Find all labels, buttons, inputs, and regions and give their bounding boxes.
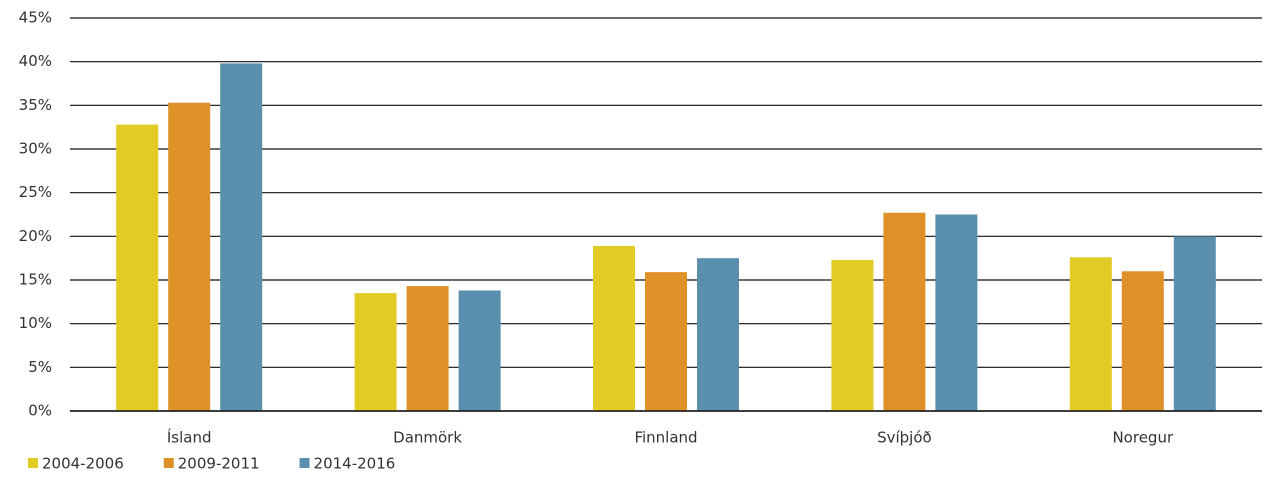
y-tick-label: 30% [19, 140, 52, 158]
x-tick-label: Finnland [634, 429, 697, 447]
y-tick-label: 15% [19, 271, 52, 289]
bar [1121, 271, 1164, 411]
y-tick-label: 20% [19, 227, 52, 245]
bar [831, 259, 874, 411]
y-tick-label: 40% [19, 52, 52, 70]
bar [116, 124, 159, 412]
legend-label: 2009-2011 [178, 455, 260, 473]
x-tick-label: Danmörk [393, 429, 462, 447]
legend-swatch [163, 458, 174, 468]
x-tick-label: Svíþjóð [877, 429, 932, 447]
bar [645, 272, 687, 411]
bar [354, 293, 397, 411]
bar [935, 214, 978, 411]
bar [168, 102, 211, 412]
y-tick-label: 5% [28, 358, 52, 376]
legend-label: 2014-2016 [314, 455, 396, 473]
bar [1069, 257, 1112, 411]
y-tick-label: 35% [19, 96, 52, 114]
y-tick-label: 10% [19, 314, 52, 332]
bar [1173, 236, 1216, 411]
y-tick-label: 25% [19, 183, 52, 201]
legend-label: 2004-2006 [42, 455, 124, 473]
bar [458, 290, 501, 411]
y-tick-label: 45% [19, 9, 52, 27]
bar [593, 245, 635, 411]
legend-swatch [28, 458, 38, 468]
bar [220, 63, 263, 412]
x-tick-label: Ísland [167, 428, 212, 447]
bar [406, 286, 449, 411]
y-tick-label: 0% [28, 402, 52, 420]
x-tick-label: Noregur [1112, 429, 1173, 447]
bar [883, 212, 926, 411]
legend-swatch [299, 458, 310, 468]
bar [697, 258, 739, 411]
